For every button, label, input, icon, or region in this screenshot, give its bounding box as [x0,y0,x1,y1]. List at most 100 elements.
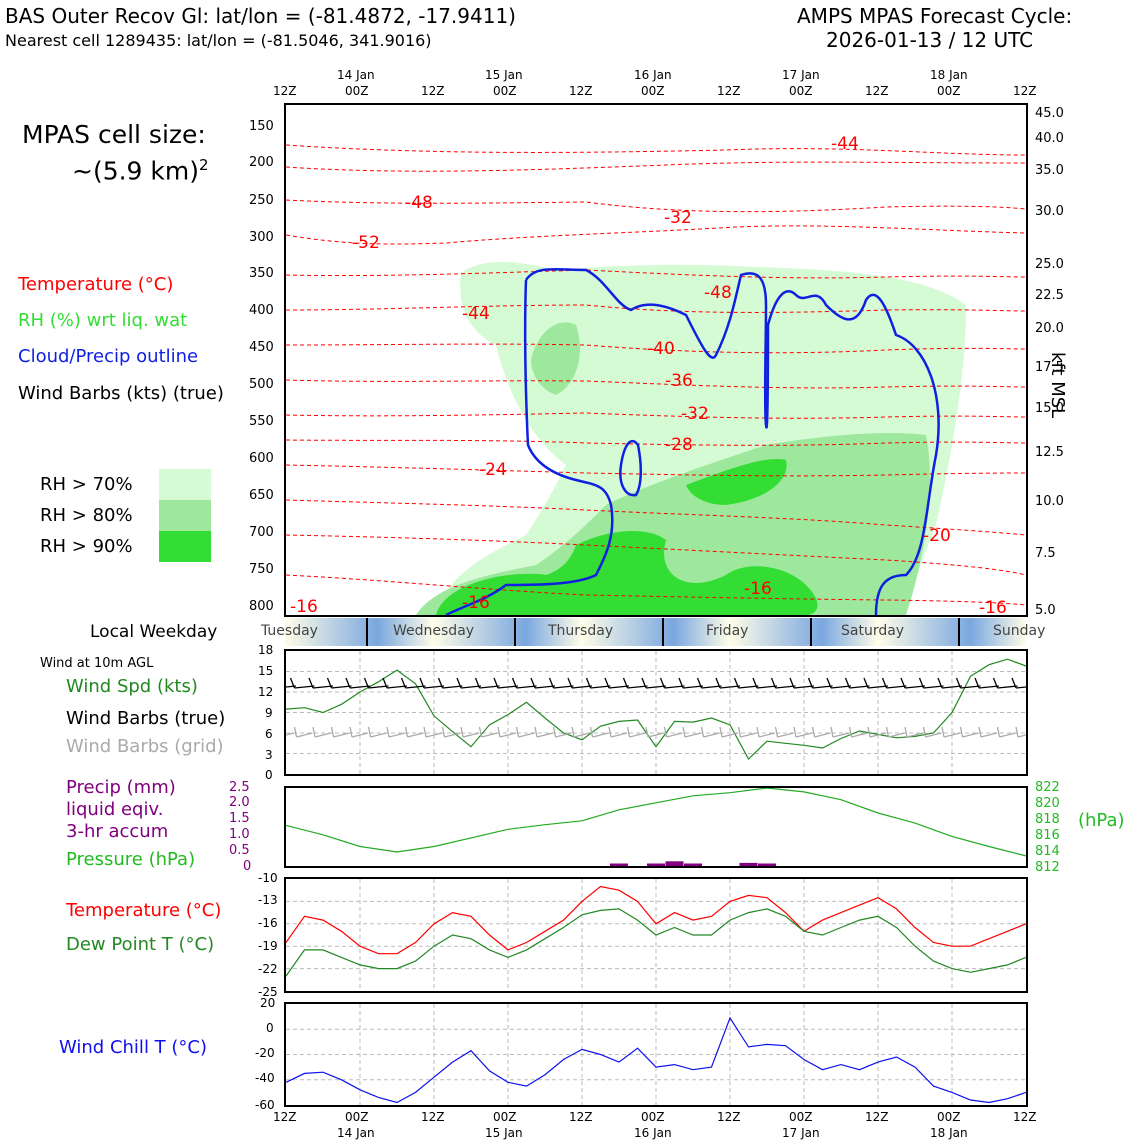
rh90-label: RH > 90% [40,536,133,557]
kft-tick: 25.0 [1035,257,1064,272]
grid-wind-barb [293,726,298,738]
true-wind-barb [442,685,463,689]
true-wind-barb [294,685,315,689]
legend-temperature: Temperature (°C) [18,274,174,295]
grid-wind-barb [425,732,443,738]
top-date-label: 17 Jan [782,68,820,82]
grid-wind-barb [555,732,572,738]
true-wind-barb [622,677,629,689]
precip-bar [665,861,684,866]
grid-wind-barb [571,726,575,738]
top-date-label: 15 Jan [485,68,523,82]
true-wind-barb [308,677,314,689]
true-wind-barb [844,677,851,689]
grid-wind-barb [647,732,665,738]
precip-bar [758,863,776,866]
grid-wind-barb [885,726,890,738]
cell-size-value: ~(5.9 km)2 [72,156,209,186]
precip-bar [739,862,758,866]
true-wind-barb [900,677,906,689]
grid-wind-barb [645,726,649,738]
kft-tick: 20.0 [1035,321,1064,336]
grid-wind-barb [1015,726,1019,738]
top-hour-label: 12Z [273,84,297,98]
wind-ytick: 9 [265,706,273,720]
pressure-ytick: 814 [1035,844,1060,859]
bottom-hour-label: 00Z [345,1110,369,1124]
rh70-label: RH > 70% [40,474,133,495]
grid-wind-barb [922,726,927,738]
true-wind-barb [363,677,370,689]
top-date-label: 18 Jan [930,68,968,82]
weekday-label: Friday [706,623,749,639]
weekday-separator [810,618,812,646]
kft-tick: 35.0 [1035,163,1064,178]
grid-wind-barb [906,732,924,738]
bottom-hour-label: 00Z [789,1110,813,1124]
true-wind-barb [312,685,334,689]
true-wind-barb [585,677,592,689]
true-wind-barb [918,677,925,689]
isotherm-label: -44 [831,134,859,154]
grid-wind-barb [682,726,686,738]
weekday-bar: Tuesday Wednesday Thursday Friday Saturd… [261,618,1045,646]
chill-panel [284,1002,1028,1107]
windchill-line [286,1016,1026,1104]
wind-ytick: 15 [258,664,274,678]
true-wind-barb [830,685,852,689]
grid-wind-barb [351,732,369,738]
grid-wind-barb [296,732,313,738]
grid-wind-barb [534,726,538,738]
weekday-separator [514,618,516,646]
true-wind-barb [516,685,537,689]
wind-panel-title: Wind at 10m AGL [40,656,154,671]
true-wind-barb [812,685,833,689]
true-wind-barb [992,677,999,689]
grid-wind-barb [589,726,594,738]
isotherm-label: -16 [290,597,318,617]
precip-ytick: 1.5 [229,811,250,826]
legend-wind: Wind Barbs (kts) (true) [18,383,224,404]
wind-ytick: 18 [258,643,274,657]
top-hour-label: 00Z [789,84,813,98]
grid-wind-barb [497,726,501,738]
isotherm-label: -44 [462,304,490,324]
temp-svg [286,879,1026,991]
top-date-label: 16 Jan [634,68,672,82]
isotherm-label: -28 [665,435,693,455]
grid-wind-barb [407,732,424,738]
isotherms [286,144,1026,606]
true-wind-barb [1015,686,1026,689]
true-wind-barb [289,677,296,689]
pressure-legend: Pressure (hPa) [66,849,196,870]
true-wind-barb [474,677,481,689]
wind-svg [286,651,1026,774]
grid-wind-barb [774,726,779,738]
grid-wind-barb [536,732,554,738]
pressure-tick: 200 [249,155,274,170]
temp-ytick: -10 [258,871,278,885]
pressure-tick: 350 [249,266,274,281]
grid-wind-barb [481,732,498,738]
true-wind-barb [405,685,426,689]
wind-ytick: 0 [265,768,273,782]
grid-wind-barb [996,726,1001,738]
pressure-tick: 600 [249,451,274,466]
true-wind-barb [423,685,445,689]
grid-wind-barb [978,726,982,738]
true-wind-barb [715,677,721,689]
true-wind-barb [419,677,425,689]
grid-wind-barb [888,732,905,738]
temp-legend: Temperature (°C) [66,900,222,921]
precip-legend-2: liquid eqiv. [66,799,164,820]
precip-legend-3: 3-hr accum [66,821,169,842]
pressure-tick: 450 [249,340,274,355]
top-date-label: 14 Jan [337,68,375,82]
rh80-region [531,322,580,395]
chill-ytick: -20 [255,1046,275,1060]
temperature-line [286,885,1026,955]
bottom-hour-label: 00Z [937,1110,961,1124]
precip-ytick: 2.0 [229,795,250,810]
precip-ytick: 0 [243,859,252,874]
grid-wind-barb [941,726,945,738]
